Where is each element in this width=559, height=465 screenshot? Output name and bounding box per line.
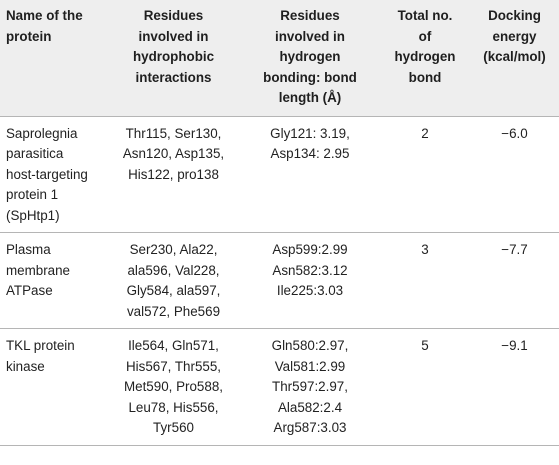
cell-protein-name: TKL protein kinase — [0, 328, 107, 446]
table-row: Saprolegnia parasitica host-targeting pr… — [0, 116, 559, 233]
header-total-hbonds: Total no. of hydrogen bond — [380, 0, 470, 117]
cell-docking-energy: −7.7 — [470, 232, 559, 329]
header-docking-energy: Docking energy (kcal/mol) — [470, 0, 559, 117]
table-body: Saprolegnia parasitica host-targeting pr… — [0, 116, 559, 446]
table-header: Name of the protein Residues involved in… — [0, 0, 559, 117]
cell-hbond-residues: Gln580:2.97, Val581:2.99 Thr597:2.97, Al… — [240, 328, 380, 446]
cell-docking-energy: −6.0 — [470, 116, 559, 233]
docking-results-table: Name of the protein Residues involved in… — [0, 0, 559, 446]
table-row: TKL protein kinase Ile564, Gln571, His56… — [0, 328, 559, 446]
cell-protein-name: Saprolegnia parasitica host-targeting pr… — [0, 116, 107, 233]
cell-docking-energy: −9.1 — [470, 328, 559, 446]
cell-total-hbonds: 3 — [380, 232, 470, 329]
header-row: Name of the protein Residues involved in… — [0, 0, 559, 117]
cell-hbond-residues: Gly121: 3.19, Asp134: 2.95 — [240, 116, 380, 233]
cell-hbond-residues: Asp599:2.99 Asn582:3.12 Ile225:3.03 — [240, 232, 380, 329]
cell-total-hbonds: 5 — [380, 328, 470, 446]
cell-hydrophobic-residues: Ser230, Ala22, ala596, Val228, Gly584, a… — [107, 232, 240, 329]
table-row: Plasma membrane ATPase Ser230, Ala22, al… — [0, 232, 559, 329]
cell-hydrophobic-residues: Thr115, Ser130, Asn120, Asp135, His122, … — [107, 116, 240, 233]
cell-total-hbonds: 2 — [380, 116, 470, 233]
header-hbond-residues: Residues involved in hydrogen bonding: b… — [240, 0, 380, 117]
header-protein-name: Name of the protein — [0, 0, 107, 117]
cell-protein-name: Plasma membrane ATPase — [0, 232, 107, 329]
cell-hydrophobic-residues: Ile564, Gln571, His567, Thr555, Met590, … — [107, 328, 240, 446]
header-hydrophobic-residues: Residues involved in hydrophobic interac… — [107, 0, 240, 117]
